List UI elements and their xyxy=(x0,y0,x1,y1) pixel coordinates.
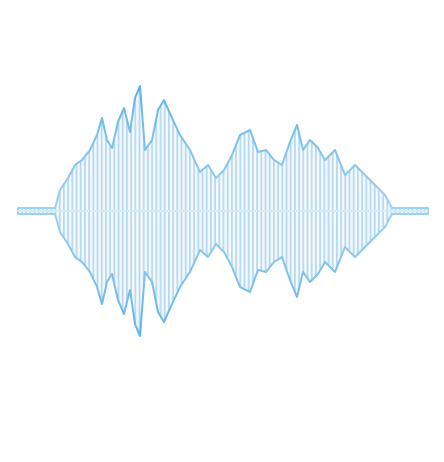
waveform-image xyxy=(17,85,429,337)
page xyxy=(17,85,429,337)
